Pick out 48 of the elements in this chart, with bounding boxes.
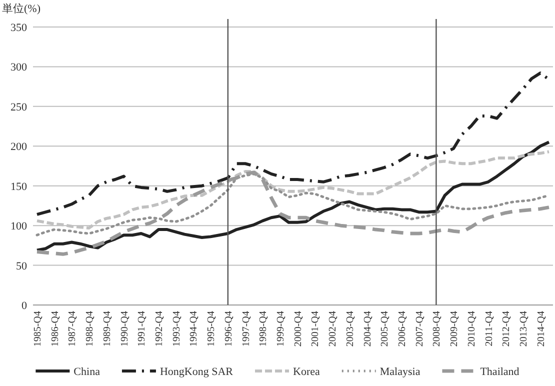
y-tick-label: 350 [10,22,28,34]
legend-label: HongKong SAR [160,366,234,378]
y-axis-title: 単位(%) [2,3,41,15]
x-tick-label: 2013-Q4 [518,311,530,347]
x-tick-label: 1998-Q4 [258,311,270,347]
x-tick-label: 1990-Q4 [119,311,130,347]
y-tick-label: 300 [10,62,28,74]
x-tick-label: 2012-Q4 [501,311,512,347]
x-tick-label: 2009-Q4 [449,311,460,347]
line-series [36,140,550,252]
x-tick-label: 1997-Q4 [240,311,252,347]
x-tick-label: 1999-Q4 [275,311,286,347]
line-series [35,170,551,256]
y-tick-label: 250 [10,101,28,114]
line-series [36,72,550,216]
y-tick-label: 150 [10,180,28,193]
x-tick-label: 2003-Q4 [344,311,356,347]
y-tick-label: 100 [10,220,28,233]
legend-label: Korea [293,366,320,378]
legend-label: Thailand [480,366,520,378]
legend-label: Malaysia [380,366,420,378]
x-tick-label: 2002-Q4 [328,311,339,347]
x-tick-label: 1986-Q4 [50,311,61,347]
x-tick-label: 2007-Q4 [414,311,426,347]
line-series [36,150,550,230]
y-tick-label: 50 [16,260,28,272]
x-tick-label: 2006-Q4 [396,311,408,347]
x-tick-label: 2010-Q4 [466,311,478,347]
y-tick-label: 0 [22,300,28,312]
x-tick-label: 1988-Q4 [84,311,96,347]
x-tick-label: 1995-Q4 [206,311,218,347]
x-tick-label: 1993-Q4 [171,311,182,347]
x-tick-label: 1994-Q4 [188,311,200,347]
x-tick-label: 2008-Q4 [432,311,443,347]
x-tick-label: 2005-Q4 [380,311,391,347]
x-tick-label: 2000-Q4 [292,311,304,347]
x-tick-label: 1985-Q4 [32,311,44,347]
x-tick-label: 2001-Q4 [310,311,322,347]
x-tick-label: 2011-Q4 [484,311,495,346]
legend-label: China [74,366,100,378]
x-tick-label: 2004-Q4 [362,311,374,347]
y-tick-label: 200 [10,141,28,154]
x-tick-label: 1996-Q4 [223,311,234,347]
x-tick-label: 2014-Q4 [536,311,547,347]
x-tick-label: 1991-Q4 [136,311,148,347]
x-tick-label: 1989-Q4 [102,311,113,347]
x-tick-label: 1987-Q4 [67,311,78,347]
x-tick-label: 1992-Q4 [154,311,165,347]
